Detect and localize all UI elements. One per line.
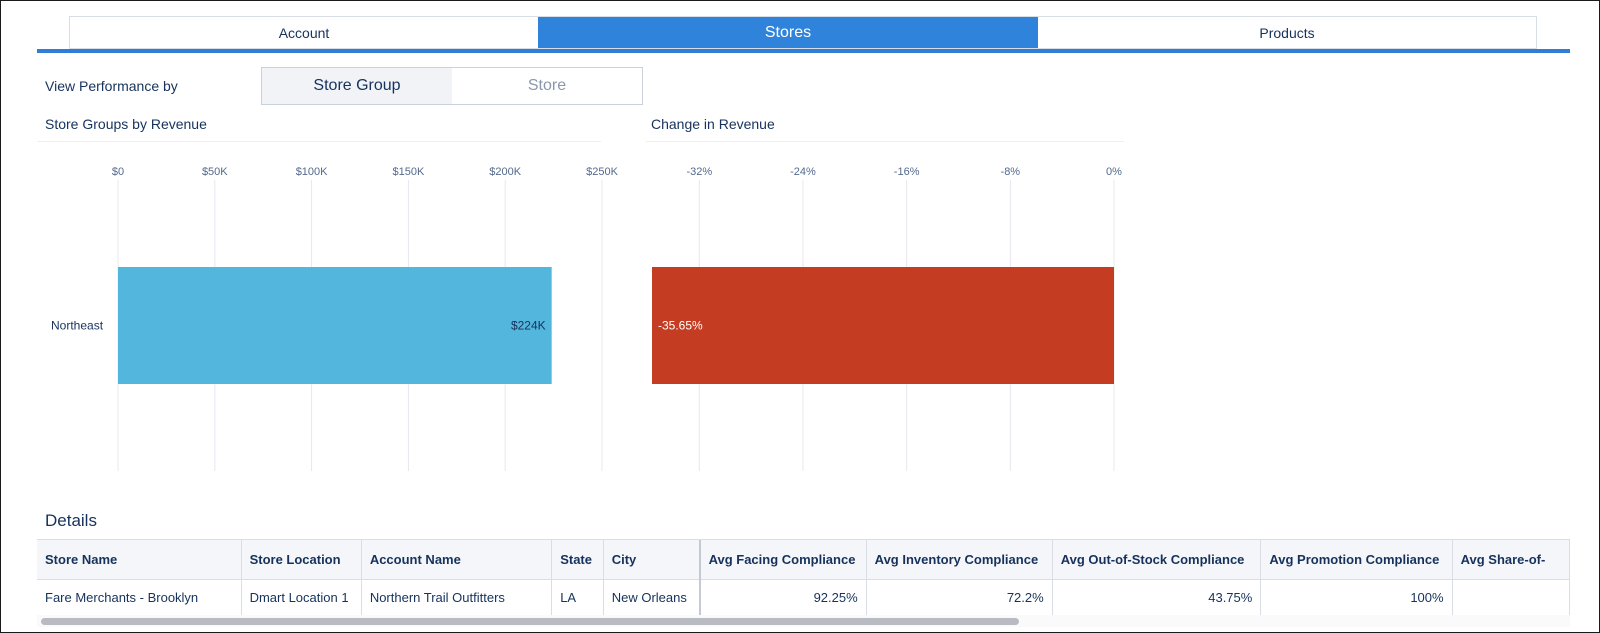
col-city[interactable]: City [603, 540, 701, 580]
revenue-chart-title: Store Groups by Revenue [45, 116, 207, 132]
x-tick-label: $100K [296, 166, 328, 178]
cell-avg-inventory-compliance: 72.2% [866, 579, 1053, 617]
toggle-store[interactable]: Store [452, 68, 642, 104]
x-tick-label: -16% [894, 166, 920, 178]
cell-avg-promotion-compliance: 100% [1260, 579, 1453, 617]
cell-avg-out-of-stock-compliance: 43.75% [1052, 579, 1262, 617]
x-tick-label: -8% [1001, 166, 1021, 178]
tab-bar: Account Stores Products [69, 16, 1537, 49]
details-header-row: Store Name Store Location Account Name S… [37, 540, 1570, 580]
col-account-name[interactable]: Account Name [361, 540, 553, 580]
revenue-bars: $224K Northeast [51, 267, 552, 384]
change-chart-title: Change in Revenue [651, 116, 775, 132]
details-title: Details [45, 511, 97, 530]
view-by-label: View Performance by [45, 78, 178, 94]
x-tick-label: $200K [489, 166, 521, 178]
table-row[interactable]: Fare Merchants - Brooklyn Dmart Location… [37, 579, 1570, 617]
x-tick-label: $150K [392, 166, 424, 178]
revenue-chart-title-rule [37, 141, 601, 142]
cell-city: New Orleans [603, 579, 701, 617]
cell-state: LA [551, 579, 604, 617]
revenue-x-ticks: $0 $50K $100K $150K $200K $250K [112, 166, 619, 178]
col-avg-promotion-compliance[interactable]: Avg Promotion Compliance [1260, 540, 1453, 580]
cell-avg-share-of [1452, 579, 1570, 617]
bar-data-label: -35.65% [658, 319, 703, 333]
scrollbar-thumb[interactable] [41, 618, 1019, 625]
col-store-name[interactable]: Store Name [37, 540, 242, 580]
bar-northeast[interactable] [652, 267, 1114, 384]
cell-account-name: Northern Trail Outfitters [361, 579, 553, 617]
x-tick-label: 0% [1106, 166, 1122, 178]
bar-northeast[interactable] [118, 267, 552, 384]
col-avg-share-of[interactable]: Avg Share-of- [1452, 540, 1570, 580]
horizontal-scrollbar[interactable] [37, 615, 1570, 627]
col-avg-inventory-compliance[interactable]: Avg Inventory Compliance [866, 540, 1053, 580]
col-state[interactable]: State [551, 540, 604, 580]
x-tick-label: $0 [112, 166, 124, 178]
cell-store-location: Dmart Location 1 [241, 579, 362, 617]
col-avg-facing-compliance[interactable]: Avg Facing Compliance [699, 540, 867, 580]
toggle-store-group[interactable]: Store Group [262, 68, 452, 104]
change-bars: -35.65% [652, 267, 1114, 384]
tab-underline [37, 49, 1570, 53]
details-table: Store Name Store Location Account Name S… [37, 540, 1570, 617]
bar-data-label: $224K [511, 319, 546, 333]
change-x-ticks: -32% -24% -16% -8% 0% [686, 166, 1122, 178]
col-store-location[interactable]: Store Location [241, 540, 362, 580]
cell-store-name: Fare Merchants - Brooklyn [37, 579, 242, 617]
tab-account[interactable]: Account [70, 17, 538, 48]
category-label: Northeast [51, 319, 104, 333]
cell-avg-facing-compliance: 92.25% [699, 579, 867, 617]
change-chart-title-rule [646, 141, 1124, 142]
tab-products[interactable]: Products [1038, 17, 1536, 48]
x-tick-label: -32% [686, 166, 712, 178]
view-by-toggle: Store Group Store [261, 67, 643, 105]
tab-stores[interactable]: Stores [538, 17, 1038, 48]
x-tick-label: $250K [586, 166, 618, 178]
charts-svg: $0 $50K $100K $150K $200K $250K $224K Northeas… [51, 166, 1122, 471]
x-tick-label: $50K [202, 166, 228, 178]
x-tick-label: -24% [790, 166, 816, 178]
col-avg-out-of-stock-compliance[interactable]: Avg Out-of-Stock Compliance [1052, 540, 1262, 580]
